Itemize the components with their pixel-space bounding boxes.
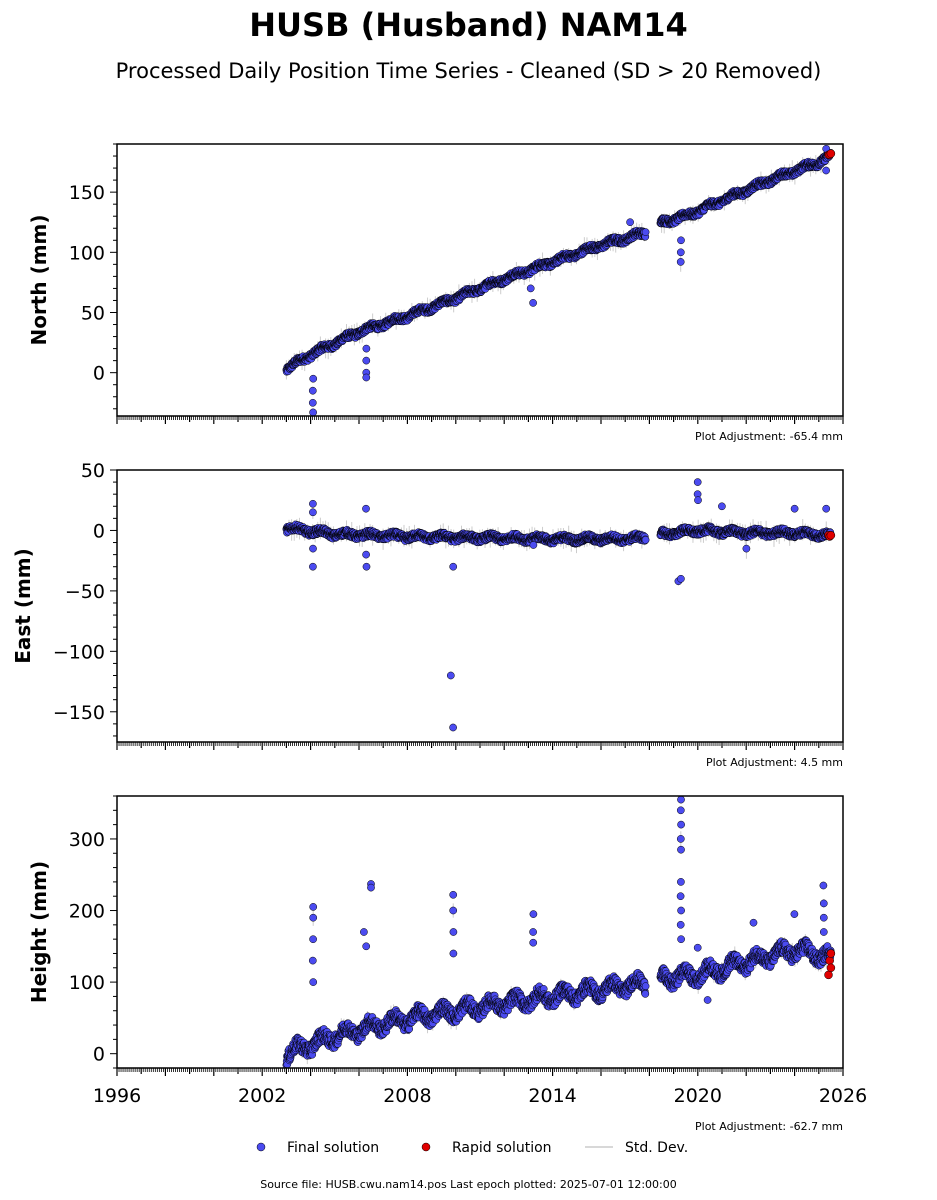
y-axis-label: East (mm) [11, 548, 35, 664]
plot-adjustment: Plot Adjustment: 4.5 mm [706, 756, 843, 769]
final-solution-point [822, 504, 831, 513]
final-solution-point [362, 562, 371, 571]
y-tick-label: 0 [93, 363, 105, 385]
final-solution-point [718, 502, 726, 511]
final-solution-point [309, 408, 317, 416]
y-tick-label: 50 [81, 460, 105, 482]
y-tick-label: −100 [53, 641, 105, 663]
final-solution-point [449, 723, 457, 732]
final-solution-point [641, 536, 650, 544]
y-tick-label: −150 [53, 702, 105, 724]
final-solution-point [693, 478, 702, 486]
rapid-solution-point [826, 531, 836, 540]
final-solution-point [308, 386, 317, 395]
panel-0: 0 50 100 150 North (mm) Plot Adjustment: -65.… [27, 143, 844, 443]
final-solution-point [676, 248, 685, 257]
final-solution-point [694, 496, 702, 505]
y-tick-label: 0 [93, 520, 105, 542]
final-solution-point [529, 299, 537, 307]
final-solution-point [529, 541, 538, 549]
final-solution-point [362, 504, 370, 513]
panel-frame [116, 143, 844, 417]
final-solution-point [641, 228, 650, 236]
plot-adjustment: Plot Adjustment: -65.4 mm [695, 430, 843, 443]
panel-1-data [282, 478, 836, 732]
final-solution-point [676, 258, 685, 266]
final-solution-point [790, 504, 799, 513]
final-solution-point [309, 544, 317, 553]
final-solution-point [446, 671, 455, 680]
y-tick-label: 150 [69, 182, 105, 204]
final-solution-point [677, 574, 685, 583]
y-axis-label: North (mm) [27, 214, 51, 345]
final-solution-point [742, 544, 751, 553]
panel-1: −150 −100 −50 0 50 East (mm) Plot Adjustment: … [11, 460, 844, 769]
panels: 0 50 100 150 North (mm) Plot Adjustment: -65.… [11, 143, 867, 1133]
final-solution-point [309, 508, 317, 517]
panel-frame [116, 469, 844, 743]
y-tick-label: 100 [69, 242, 105, 264]
chart-subtitle: Processed Daily Position Time Series - C… [116, 59, 822, 83]
final-solution-point [626, 218, 634, 227]
panel-0-data [282, 144, 836, 416]
final-solution-point [677, 236, 685, 245]
final-solution-point [308, 398, 317, 407]
final-solution-point [309, 499, 317, 508]
final-solution-point [362, 373, 371, 382]
final-solution-point [822, 166, 830, 175]
final-solution-point [309, 374, 318, 383]
final-solution-point [362, 344, 371, 353]
final-solution-point [362, 550, 370, 559]
final-solution-point [526, 284, 535, 293]
rapid-solution-point [826, 149, 836, 158]
y-tick-label: 50 [81, 302, 105, 324]
final-solution-point [309, 562, 317, 571]
chart-title: HUSB (Husband) NAM14 [249, 6, 687, 44]
final-solution-point [449, 562, 458, 571]
final-solution-point [362, 356, 371, 365]
panel-2-data [282, 796, 836, 1068]
y-tick-label: −50 [65, 581, 105, 603]
